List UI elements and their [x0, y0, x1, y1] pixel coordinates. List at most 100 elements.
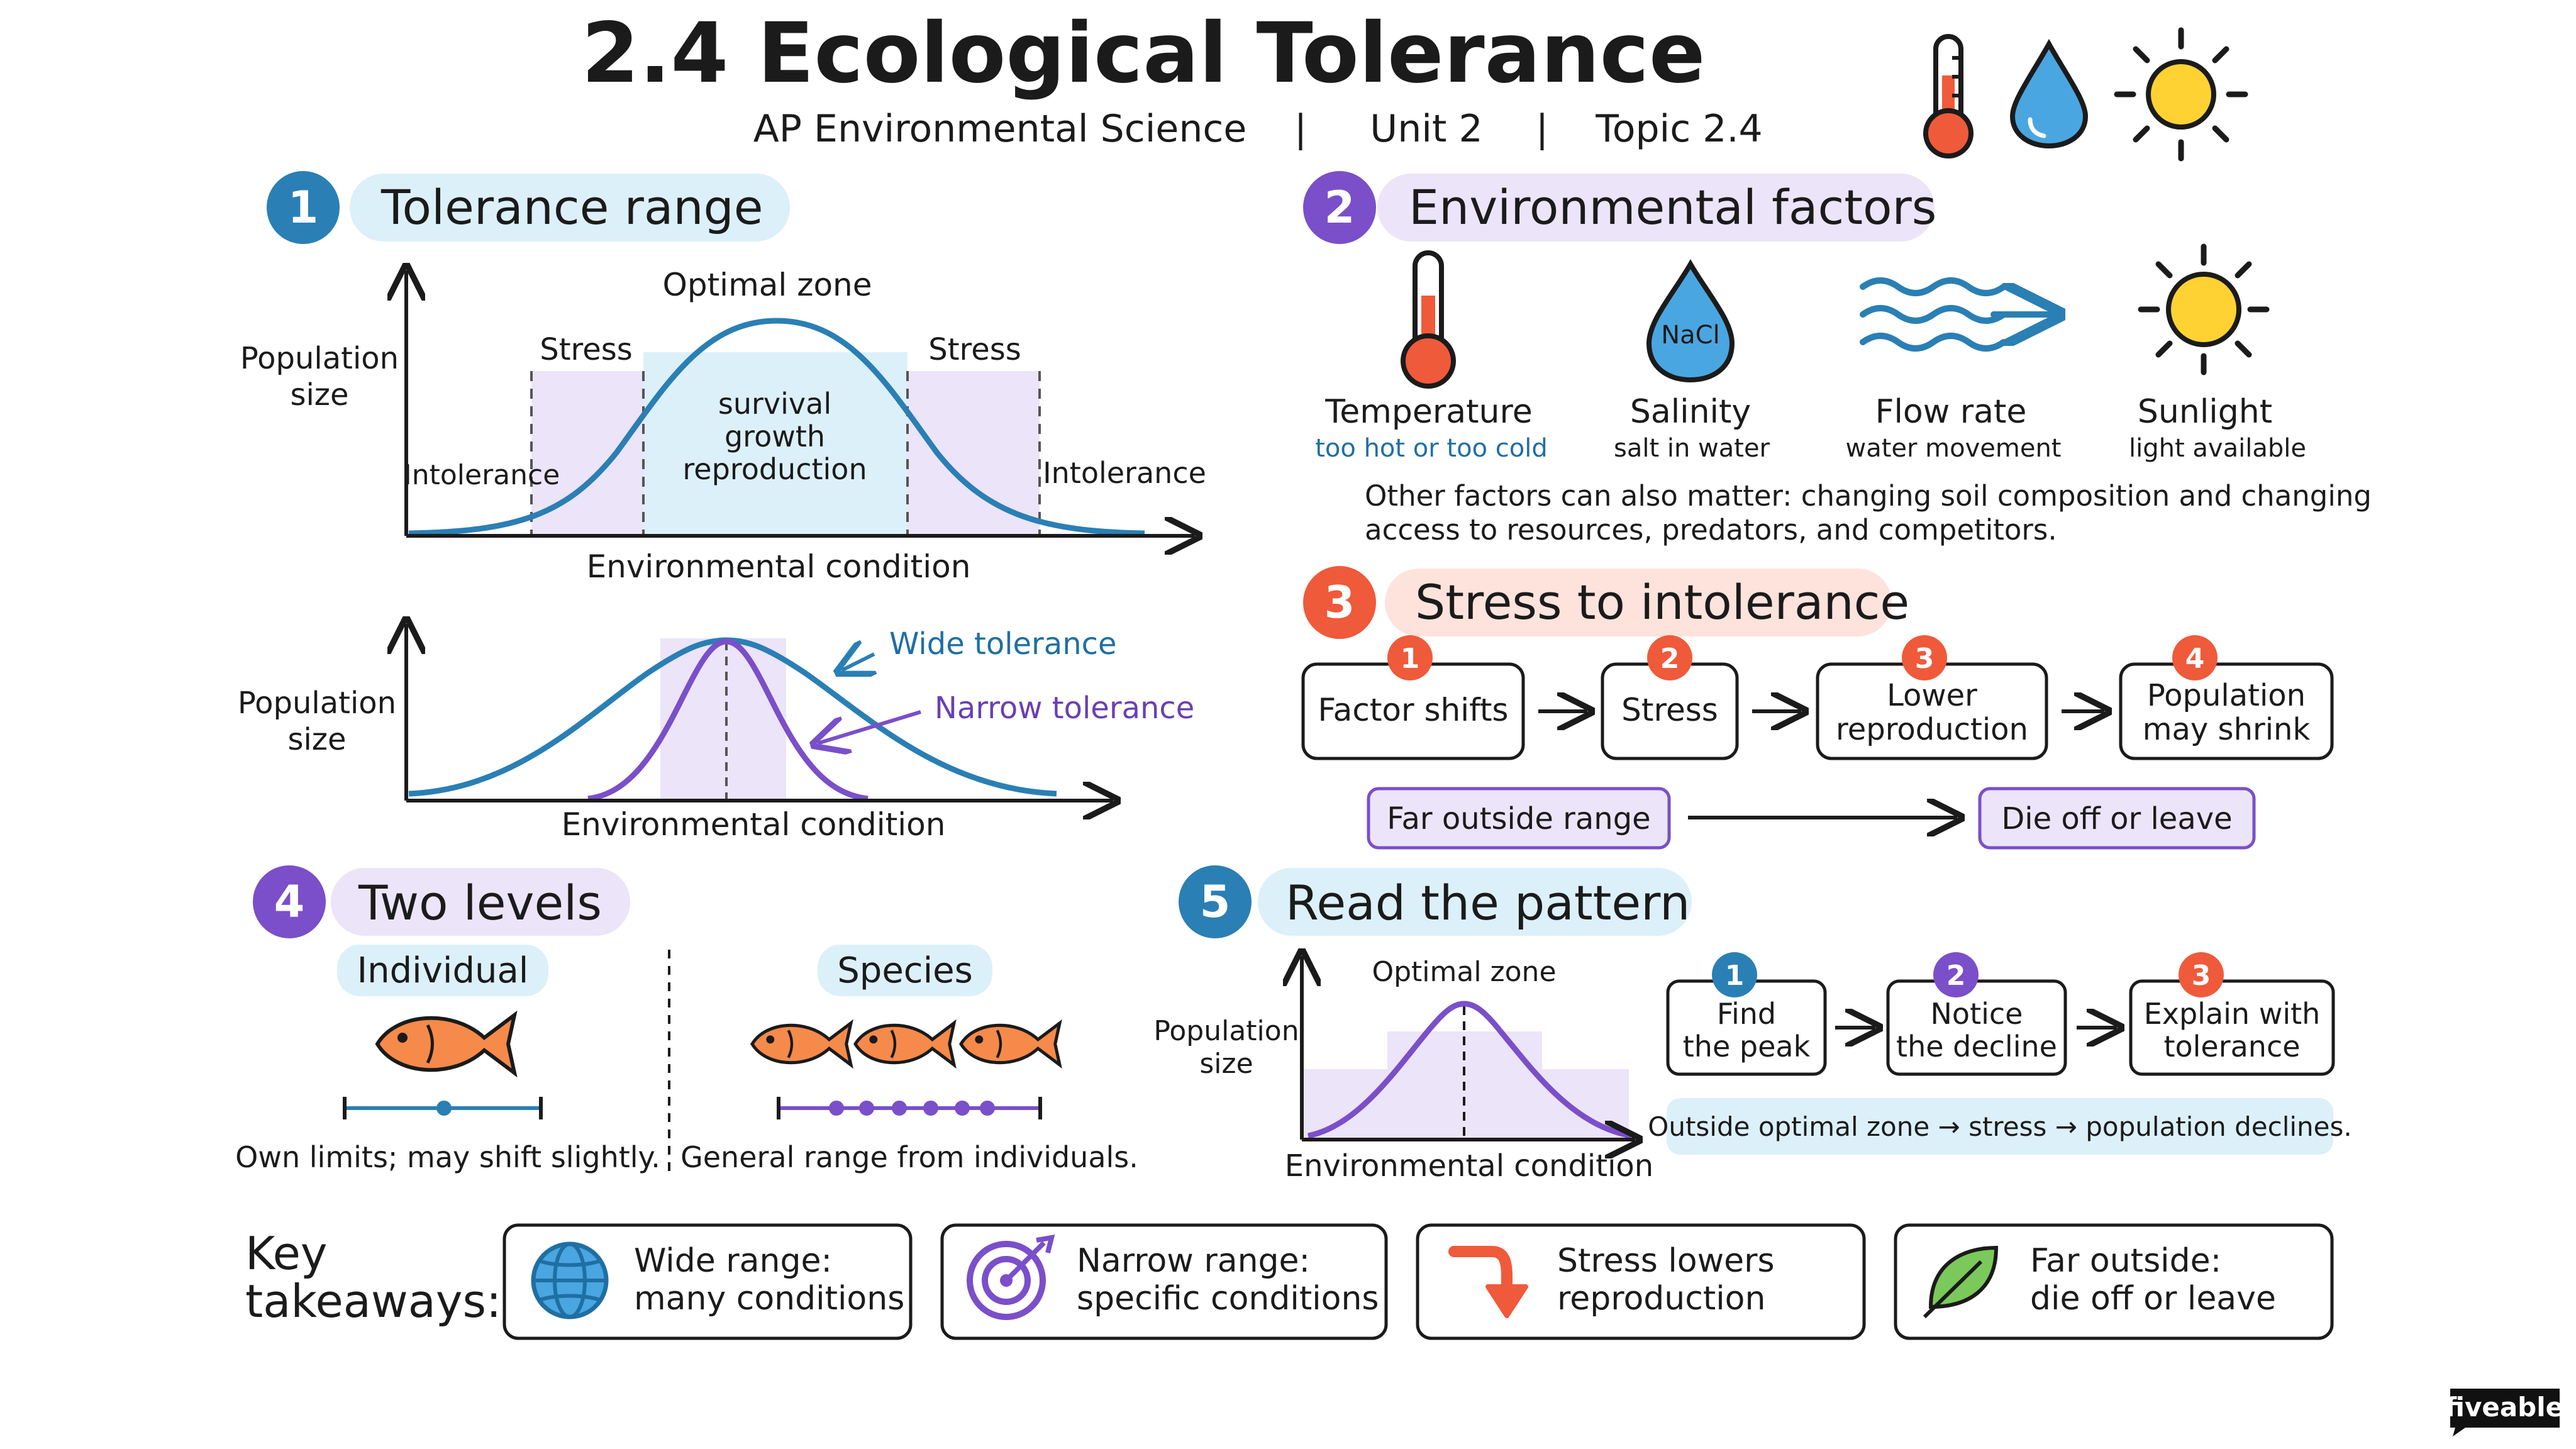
section-stress-to-intolerance: 3 Stress to intolerance Factor shifts 1 … — [1301, 566, 2334, 850]
section-number: 2 — [1324, 182, 1355, 233]
flow-step: Factor shifts 1 — [1301, 635, 1525, 760]
key-takeaways: Key takeaways: Wide range: many conditio… — [245, 1223, 2334, 1340]
section-number-badge — [253, 865, 326, 938]
subtitle-separator: | — [1536, 107, 1548, 151]
pattern-step: Explain with tolerance 3 — [2129, 952, 2335, 1076]
intolerance-label-left: Intolerance — [404, 459, 560, 491]
pattern-step: Notice the decline 2 — [1886, 952, 2067, 1076]
takeaway-text: Wide range: — [634, 1242, 832, 1280]
section-tolerance-range: 1 Tolerance range Population size Enviro… — [238, 171, 1206, 843]
factor-name-temperature: Temperature — [1324, 393, 1532, 431]
takeaway-card: Stress lowers reproduction — [1416, 1223, 1866, 1340]
optimal-zone-fill — [643, 352, 908, 536]
y-axis-label: size — [290, 377, 348, 413]
takeaway-text: specific conditions — [1077, 1280, 1379, 1318]
section-number-badge — [1303, 171, 1376, 244]
intolerance-label-right: Intolerance — [1043, 456, 1206, 490]
factor-desc-salinity: salt in water — [1614, 434, 1770, 463]
factors-note: access to resources, predators, and comp… — [1365, 513, 2057, 547]
takeaway-text: die off or leave — [2030, 1280, 2276, 1318]
brand-name: fiveable — [2445, 1392, 2563, 1423]
section-heading: Two levels — [358, 875, 602, 931]
flow-step-label: Stress — [1621, 692, 1718, 728]
y-axis-label: Population — [240, 341, 399, 376]
label-pointer — [818, 710, 921, 743]
flow-step: Stress 2 — [1601, 635, 1739, 760]
section-number: 1 — [288, 182, 319, 233]
fish-icon — [959, 1019, 1062, 1069]
pattern-chart: Optimal zone Population size Environment… — [1153, 956, 1653, 1184]
fish-icon — [375, 1010, 518, 1078]
target-icon — [967, 1235, 1055, 1320]
species-range-line — [777, 1097, 1042, 1119]
tolerance-curve — [408, 318, 1145, 536]
section-read-the-pattern: 5 Read the pattern Optimal zone Populati… — [1153, 865, 2352, 1184]
x-axis-label: Environmental condition — [587, 548, 971, 585]
pattern-step-label: the peak — [1683, 1030, 1811, 1063]
globe-icon — [531, 1241, 609, 1319]
pattern-curve — [1307, 1001, 1632, 1139]
thermometer-icon — [1923, 34, 1974, 158]
subtitle-course: AP Environmental Science — [753, 107, 1247, 151]
optimal-zone-label: Optimal zone — [1372, 956, 1556, 988]
water-drop-icon — [2009, 38, 2089, 149]
factor-name-salinity: Salinity — [1630, 393, 1751, 431]
water-flow-icon — [1860, 277, 2053, 352]
takeaways-label: Key — [245, 1227, 328, 1280]
individual-pill — [337, 945, 548, 996]
section-heading-pill — [1258, 868, 1692, 936]
die-off-box — [1978, 787, 2256, 850]
stress-label-left: Stress — [540, 332, 633, 367]
section-heading: Read the pattern — [1285, 875, 1690, 931]
step-number: 1 — [1725, 960, 1745, 992]
subtitle-topic: Topic 2.4 — [1595, 107, 1762, 151]
section-heading-pill — [331, 868, 630, 936]
factor-desc-sunlight: light available — [2129, 434, 2306, 463]
salinity-icon-text: NaCl — [1661, 321, 1719, 350]
sun-icon — [2114, 27, 2248, 162]
optimal-zone-description: survival — [718, 387, 831, 421]
brand-logo: fiveable — [2445, 1389, 2563, 1436]
factor-name-flow-rate: Flow rate — [1875, 393, 2027, 431]
salinity-drop-icon: NaCl — [1646, 259, 1735, 383]
stress-zone-right — [908, 371, 1040, 536]
section-number-badge — [1303, 566, 1376, 639]
takeaway-text: many conditions — [634, 1280, 904, 1318]
y-axis-label: size — [1199, 1048, 1253, 1080]
section-heading: Tolerance range — [380, 179, 763, 235]
pattern-step-label: tolerance — [2163, 1030, 2300, 1063]
factor-desc-temperature: too hot or too cold — [1315, 434, 1548, 463]
flow-step-label: Lower — [1887, 678, 1977, 713]
section-two-levels: 4 Two levels Individual Species Own limi… — [235, 865, 1138, 1176]
step-number-badge — [1647, 635, 1692, 680]
section-number: 5 — [1200, 876, 1231, 928]
section-environmental-factors: 2 Environmental factors NaCl — [1303, 171, 2372, 547]
subtitle-unit: Unit 2 — [1370, 107, 1482, 151]
takeaway-text: Narrow range: — [1077, 1242, 1310, 1280]
species-caption: General range from individuals. — [680, 1140, 1138, 1174]
section-heading-pill — [1385, 569, 1892, 636]
sun-icon — [2138, 243, 2270, 375]
flow-step-label: may shrink — [2143, 712, 2311, 747]
pattern-summary-box — [1667, 1098, 2333, 1155]
section-number: 4 — [274, 876, 305, 928]
y-axis-label: Population — [1153, 1015, 1299, 1047]
step-number-badge — [2172, 635, 2218, 680]
pattern-step-label: the decline — [1896, 1030, 2057, 1063]
factor-name-sunlight: Sunlight — [2138, 393, 2272, 431]
section-number: 3 — [1324, 577, 1355, 628]
takeaways-label: takeaways: — [245, 1275, 501, 1328]
step-number-badge — [1902, 635, 1947, 680]
narrow-zone-fill — [660, 638, 786, 801]
die-off-label: Die off or leave — [2001, 801, 2232, 836]
step-number: 3 — [1915, 643, 1935, 675]
thermometer-icon — [1401, 250, 1456, 389]
pattern-summary: Outside optimal zone → stress → populati… — [1648, 1111, 2351, 1142]
subtitle-separator: | — [1294, 107, 1307, 151]
flow-step: Lower reproduction 3 — [1816, 635, 2048, 760]
takeaway-text: reproduction — [1557, 1280, 1765, 1318]
flow-step: Population may shrink 4 — [2119, 635, 2334, 760]
step-number-badge — [1712, 952, 1757, 997]
pattern-step: Find the peak 1 — [1666, 952, 1827, 1076]
label-pointer — [841, 654, 874, 670]
